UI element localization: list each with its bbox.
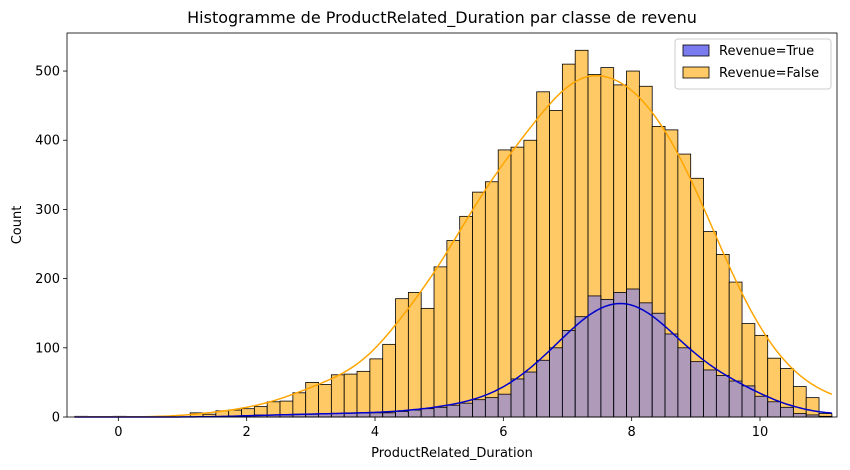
legend-box (674, 38, 832, 90)
revenue-false-bar (472, 191, 486, 418)
revenue-true-bar (407, 409, 422, 418)
revenue-false-bar (459, 215, 473, 418)
revenue-true-bar (677, 347, 692, 418)
revenue-false-bar (330, 374, 345, 418)
y-tick-label: 400 (35, 134, 60, 149)
revenue-true-bar (433, 406, 448, 418)
revenue-true-bar (510, 378, 525, 418)
revenue-true-bar (549, 347, 563, 418)
y-tick-label: 100 (35, 341, 60, 356)
revenue-false-bar (343, 373, 358, 418)
revenue-true-bar (459, 402, 473, 418)
x-tick-label: 4 (371, 425, 379, 440)
revenue-true-bar (369, 412, 384, 418)
x-tick-label: 8 (628, 425, 636, 440)
revenue-true-bar (382, 412, 396, 418)
revenue-true-bar (728, 380, 743, 418)
revenue-true-bar (638, 302, 653, 418)
revenue-true-bar (420, 408, 435, 418)
revenue-true-bar (664, 333, 679, 418)
revenue-false-bar (407, 292, 422, 418)
revenue-true-bar (690, 361, 704, 418)
x-tick-label: 0 (114, 425, 122, 440)
legend: Revenue=True Revenue=False (674, 38, 832, 90)
revenue-true-bar (600, 298, 615, 418)
revenue-true-bar (395, 411, 409, 418)
y-axis-title: Count (10, 206, 25, 245)
x-axis: 0 2 4 6 8 10 (114, 417, 768, 440)
revenue-true-bar (754, 395, 769, 418)
legend-label-revenue-false: Revenue=False (719, 66, 819, 81)
revenue-true-bar (780, 406, 794, 418)
revenue-true-bar (792, 413, 807, 418)
revenue-true-bar (523, 371, 538, 418)
bars-revenue-true (228, 288, 833, 418)
revenue-false-bar (292, 392, 307, 418)
revenue-true-bar (703, 369, 717, 418)
legend-label-revenue-true: Revenue=True (719, 44, 814, 59)
x-tick-label: 10 (752, 425, 769, 440)
revenue-true-bar (626, 288, 640, 418)
revenue-true-bar (446, 404, 461, 418)
legend-swatch-revenue-true (682, 44, 710, 57)
revenue-true-bar (574, 316, 589, 418)
kde-curve-revenue-false (74, 74, 833, 418)
x-axis-title: ProductRelated_Duration (371, 446, 533, 461)
revenue-false-bar (318, 384, 332, 418)
revenue-true-bar (536, 359, 550, 418)
revenue-false-bar (792, 386, 807, 418)
revenue-true-bar (613, 292, 627, 418)
revenue-false-bar (510, 146, 525, 418)
y-tick-label: 200 (35, 272, 60, 287)
revenue-true-bar (472, 399, 486, 418)
legend-swatch-revenue-false (682, 66, 710, 79)
y-tick-label: 500 (35, 65, 60, 80)
revenue-false-bar (420, 307, 435, 418)
y-tick-label: 300 (35, 203, 60, 218)
revenue-false-bar (369, 358, 384, 418)
revenue-true-bar (715, 375, 730, 418)
revenue-false-bar (446, 240, 461, 418)
y-tick-label: 0 (52, 411, 60, 426)
revenue-false-bar (382, 343, 396, 418)
revenue-true-bar (497, 393, 512, 418)
revenue-false-bar (497, 149, 512, 418)
revenue-false-bar (805, 397, 820, 418)
revenue-true-bar (484, 397, 499, 418)
revenue-false-bar (356, 370, 371, 418)
plot-frame (66, 32, 838, 418)
chart-title: Histogramme de ProductRelated_Duration p… (187, 8, 697, 28)
revenue-false-bar (433, 266, 448, 418)
revenue-true-bar (561, 330, 576, 418)
x-tick-label: 2 (243, 425, 251, 440)
revenue-true-bar (767, 401, 781, 418)
revenue-false-bar (484, 181, 499, 418)
y-axis: 0 100 200 300 400 500 (35, 65, 67, 426)
revenue-true-bar (651, 312, 666, 418)
x-tick-label: 6 (499, 425, 507, 440)
